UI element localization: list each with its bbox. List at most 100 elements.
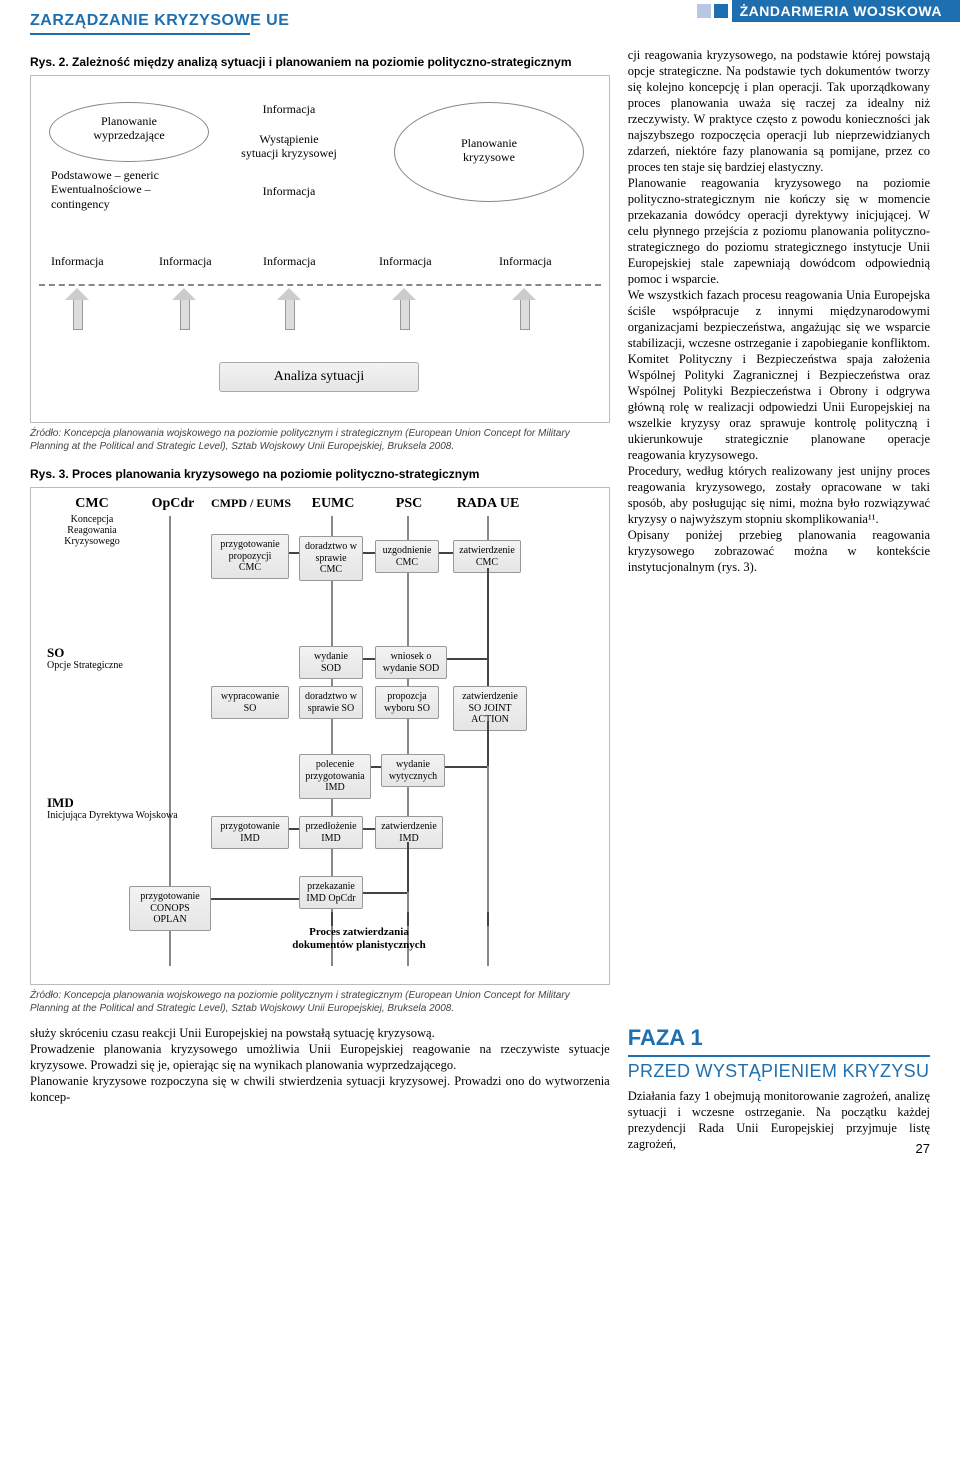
arrow-4 (384, 294, 424, 334)
square-dark (714, 4, 728, 18)
box-uzgod-cmc: uzgodnienie CMC (375, 540, 439, 573)
box-przedl-imd: przedłożenie IMD (299, 816, 363, 849)
hc-imd1 (289, 828, 299, 830)
faza-rule (628, 1055, 930, 1057)
cmc-h: CMC (75, 496, 108, 511)
square-light (697, 4, 711, 18)
hc-wyt2 (371, 766, 381, 768)
faza-text: Działania fazy 1 obejmują monitorowanie … (628, 1088, 930, 1152)
box-zatw-so: zatwierdzenie SO JOINT ACTION (453, 686, 527, 731)
box-prop-so: propozcja wyboru SO (375, 686, 439, 719)
c-3 (439, 552, 453, 554)
figure3-box: CMC Koncepcja Reagowania Kryzysowego OpCd… (30, 487, 610, 985)
col-opcdr: OpCdr (143, 496, 203, 512)
oval2-text: Planowanie kryzysowe (394, 136, 584, 165)
faza-subheading: PRZED WYSTĄPIENIEM KRYZYSU (628, 1061, 930, 1082)
oval1-l2: wyprzedzające (93, 128, 164, 142)
vc-1 (487, 568, 489, 686)
box-doradztwo-cmc: doradztwo w sprawie CMC (299, 536, 363, 581)
info-bottom: Informacja (229, 184, 349, 198)
oval1-caption: Podstawowe – generic Ewentualnościowe – … (51, 168, 159, 211)
vc-3 (407, 842, 409, 892)
bottom-right: FAZA 1 PRZED WYSTĄPIENIEM KRYZYSU Działa… (628, 1025, 930, 1152)
faza-heading: FAZA 1 (628, 1025, 930, 1051)
box-zatw-imd: zatwierdzenie IMD (375, 816, 443, 849)
page-number: 27 (916, 1141, 930, 1156)
imd-h: IMD (47, 795, 74, 810)
info5: Informacja (499, 254, 552, 268)
uo1-1: Ewentualnościowe – (51, 182, 151, 196)
box-wypr-so: wypracowanie SO (211, 686, 289, 719)
info4: Informacja (379, 254, 432, 268)
bottom-row: służy skróceniu czasu reakcji Unii Europ… (0, 1015, 960, 1168)
figure2-title: Rys. 2. Zależność między analizą sytuacj… (30, 55, 610, 69)
col-psc: PSC (377, 496, 441, 512)
uo1-2: contingency (51, 197, 110, 211)
vline-psc (407, 516, 409, 966)
ov2-0: Planowanie (461, 136, 517, 150)
section-header-right: ŻANDARMERIA WOJSKOWA (697, 0, 960, 22)
box-prop-cmc: przygotowanie propozycji CMC (211, 534, 289, 579)
figure3-source: Źródło: Koncepcja planowania wojskowego … (30, 989, 610, 1015)
vc-pf3 (487, 912, 489, 926)
cl-0: Wystąpienie (259, 132, 318, 146)
c-2 (363, 552, 375, 554)
section-band: ŻANDARMERIA WOJSKOWA (732, 0, 960, 22)
figure2-diagram: Planowanie wyprzedzające Podstawowe – ge… (39, 84, 601, 414)
right-text-column: cji reagowania kryzysowego, na podstawie… (628, 47, 930, 1015)
figure3-diagram: CMC Koncepcja Reagowania Kryzysowego OpCd… (39, 496, 601, 976)
figure2-box: Planowanie wyprzedzające Podstawowe – ge… (30, 75, 610, 423)
box-dor-so: doradztwo w sprawie SO (299, 686, 363, 719)
hc-wyt (445, 766, 487, 768)
analiza-box: Analiza sytuacji (219, 362, 419, 392)
ov2-1: kryzysowe (463, 150, 515, 164)
box-proces-zatw: Proces zatwierdzania dokumentów planisty… (279, 926, 439, 952)
box-polecenie-imd: polecenie przygotowania IMD (299, 754, 371, 799)
figure2-source: Źródło: Koncepcja planowania wojskowego … (30, 427, 610, 453)
dash-line (39, 284, 601, 286)
box-wyd-wyt: wydanie wytycznych (381, 754, 445, 787)
box-wydanie-sod: wydanie SOD (299, 646, 363, 679)
section-title: ZARZĄDZANIE KRYZYSOWE UE (30, 12, 289, 30)
cl-1: sytuacji kryzysowej (241, 146, 337, 160)
arrow-2 (164, 294, 204, 334)
page-header: ZARZĄDZANIE KRYZYSOWE UE ŻANDARMERIA WOJ… (0, 0, 960, 35)
oval1-text: Planowanie wyprzedzające (49, 114, 209, 143)
hc-imd2 (363, 828, 375, 830)
arrow-5 (504, 294, 544, 334)
arrow-3 (269, 294, 309, 334)
figure3-title: Rys. 3. Proces planowania kryzysowego na… (30, 467, 610, 481)
col-cmpd: CMPD / EUMS (209, 496, 293, 511)
so-h: SO (47, 645, 64, 660)
hc-sod2 (363, 658, 375, 660)
oval1-l1: Planowanie (101, 114, 157, 128)
vc-pf2 (407, 912, 409, 926)
arrow-1 (57, 294, 97, 334)
cmc-sub: Koncepcja Reagowania Kryzysowego (47, 514, 137, 547)
section-header-left: ZARZĄDZANIE KRYZYSOWE UE (0, 0, 289, 35)
box-przyg-imd: przygotowanie IMD (211, 816, 289, 849)
c-1 (289, 552, 299, 554)
box-przek-imd: przekazanie IMD OpCdr (299, 876, 363, 909)
info3: Informacja (263, 254, 316, 268)
title-underline (30, 33, 250, 35)
box-wniosek-sod: wniosek o wydanie SOD (375, 646, 447, 679)
col-eumc: EUMC (301, 496, 365, 512)
decoration-squares (697, 4, 728, 18)
hc-przek (363, 892, 407, 894)
main-content: Rys. 2. Zależność między analizą sytuacj… (0, 35, 960, 1015)
row-imd: IMDInicjująca Dyrektywa Wojskowa (47, 796, 178, 821)
hc-sod (447, 658, 487, 660)
info-top: Informacja (229, 102, 349, 116)
row-so: SOOpcje Strategiczne (47, 646, 123, 671)
info2: Informacja (159, 254, 212, 268)
center-label: Wystąpienie sytuacji kryzysowej (229, 132, 349, 161)
imd-sub: Inicjująca Dyrektywa Wojskowa (47, 810, 178, 821)
so-sub: Opcje Strategiczne (47, 660, 123, 671)
col-cmc: CMC Koncepcja Reagowania Kryzysowego (47, 496, 137, 547)
hc-conops (211, 898, 299, 900)
vc-2 (487, 722, 489, 766)
info1: Informacja (51, 254, 104, 268)
bottom-left-text: służy skróceniu czasu reakcji Unii Europ… (30, 1025, 610, 1152)
col-rada: RADA UE (455, 496, 521, 512)
